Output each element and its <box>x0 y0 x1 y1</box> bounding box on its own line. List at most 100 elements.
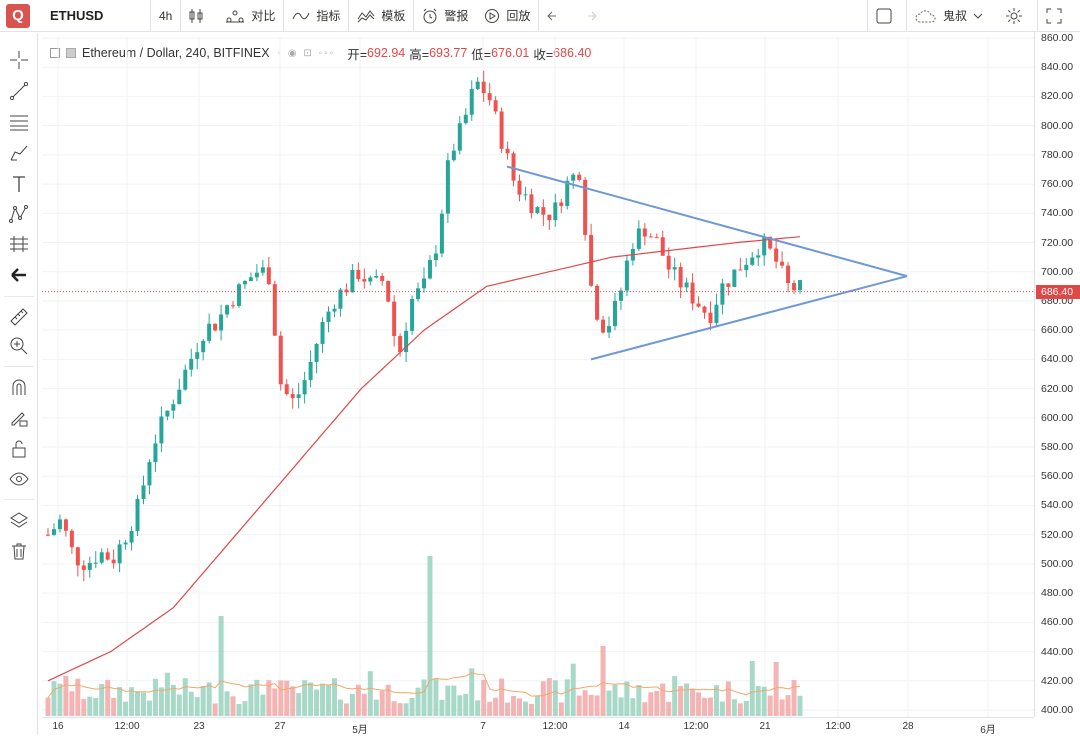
open-label: 开= <box>347 47 368 62</box>
candle-body <box>135 498 140 531</box>
expand-button[interactable] <box>1038 0 1080 32</box>
candle-body <box>702 306 707 313</box>
price-tick: 640.00 <box>1041 353 1074 366</box>
prediction-tool-icon[interactable] <box>8 233 30 255</box>
legend-buttons[interactable]: ◦ ◉ ⊡ ◦◦◦ <box>277 47 336 59</box>
volume-bar <box>636 685 642 716</box>
candle-body <box>654 237 659 239</box>
volume-bar <box>755 685 761 716</box>
volume-bar <box>630 698 636 716</box>
collapse-legend-icon[interactable] <box>50 48 60 58</box>
time-tick: 12:00 <box>825 721 851 732</box>
pattern-icon[interactable] <box>8 203 30 225</box>
candle-body <box>744 264 749 271</box>
replay-button[interactable]: 回放 <box>476 0 538 32</box>
lock-pencil-icon[interactable] <box>8 407 30 429</box>
candle-body <box>666 255 671 270</box>
interval-button[interactable]: 4h <box>151 0 180 32</box>
volume-bar <box>749 661 755 716</box>
price-axis[interactable]: 860.00 840.00 820.00 800.00 780.00 760.00 740.… <box>1034 32 1080 717</box>
redo-button[interactable] <box>575 0 611 32</box>
candle-body <box>278 335 283 385</box>
candle-body <box>732 269 737 287</box>
volume-ma-line <box>47 672 801 698</box>
volume-bar <box>433 678 439 716</box>
triangle-trendlines[interactable] <box>506 165 908 361</box>
candle-body <box>326 311 331 322</box>
candle-body <box>386 280 391 302</box>
templates-button[interactable]: 模板 <box>349 0 413 32</box>
trendline-icon[interactable] <box>8 80 30 102</box>
volume-bar <box>660 683 666 716</box>
candle-body <box>153 443 158 463</box>
eye-icon[interactable] <box>8 468 30 490</box>
volume-bar <box>475 700 481 716</box>
candle-body <box>726 283 731 287</box>
top-toolbar: Q ETHUSD 4h 对比 指标 模板 警报 回放 <box>0 0 1080 32</box>
price-tick: 460.00 <box>1041 616 1074 629</box>
volume-bar <box>487 701 493 716</box>
candle-body <box>798 280 802 291</box>
volume-bar <box>469 668 475 716</box>
candle-body <box>213 323 218 331</box>
divider <box>348 0 350 32</box>
volume-bar <box>45 697 51 716</box>
brush-icon[interactable] <box>8 142 30 164</box>
symbol-search[interactable]: ETHUSD <box>50 8 104 23</box>
price-tick: 780.00 <box>1041 148 1074 161</box>
candle-body <box>451 150 456 161</box>
logo-button[interactable]: Q <box>6 3 30 28</box>
volume-bar <box>176 694 182 716</box>
zoom-in-icon[interactable] <box>8 335 30 357</box>
magnet-icon[interactable] <box>8 376 30 398</box>
volume-bar <box>308 682 314 716</box>
indicators-button[interactable]: 指标 <box>284 0 348 32</box>
cloud-layout-button[interactable]: 鬼叔 <box>907 0 997 32</box>
candle-body <box>541 207 546 215</box>
volume-bar <box>135 691 141 716</box>
time-axis[interactable]: 16 12:00 23 27 5月 7 12:00 14 12:00 21 12:00 28 6月 <box>42 717 1034 736</box>
price-tick: 700.00 <box>1041 265 1074 278</box>
volume-bar <box>534 696 540 716</box>
candle-body <box>207 323 212 341</box>
candle-body <box>618 290 623 301</box>
candle-body <box>648 236 653 238</box>
candle-body <box>565 180 570 206</box>
candle-body <box>750 257 755 265</box>
unlock-icon[interactable] <box>8 438 30 460</box>
chart-type-button[interactable] <box>181 0 217 32</box>
candle-body <box>296 394 301 399</box>
candle-body <box>595 285 600 320</box>
alerts-button[interactable]: 警报 <box>414 0 476 32</box>
divider <box>538 0 540 32</box>
price-tick: 420.00 <box>1041 674 1074 687</box>
candle-body <box>774 248 779 262</box>
fullscreen-chart-button[interactable] <box>868 0 906 32</box>
alarm-icon <box>423 8 437 23</box>
time-tick: 12:00 <box>114 721 140 732</box>
volume-bar <box>624 681 630 716</box>
arrow-left-icon[interactable] <box>8 264 30 286</box>
candle-body <box>398 336 403 353</box>
settings-button[interactable] <box>997 0 1037 32</box>
volume-bar <box>516 698 522 716</box>
trash-icon[interactable] <box>8 540 30 562</box>
undo-button[interactable] <box>539 0 575 32</box>
price-chart[interactable] <box>42 37 1034 717</box>
crosshair-icon[interactable] <box>8 49 30 71</box>
text-tool-icon[interactable] <box>8 173 30 195</box>
open-value: 692.94 <box>367 46 406 60</box>
price-tick: 840.00 <box>1041 61 1074 74</box>
compare-button[interactable]: 对比 <box>217 0 283 32</box>
volume-bar <box>642 702 648 716</box>
candle-body <box>499 111 504 149</box>
user-label: 鬼叔 <box>942 9 967 23</box>
ruler-icon[interactable] <box>8 306 30 328</box>
divider <box>4 366 34 367</box>
candle-body <box>93 562 98 564</box>
volume-bar <box>493 697 499 716</box>
fib-lines-icon[interactable] <box>8 111 30 133</box>
layers-icon[interactable] <box>8 510 30 532</box>
volume-bar <box>93 697 99 716</box>
candle-body <box>786 265 791 284</box>
